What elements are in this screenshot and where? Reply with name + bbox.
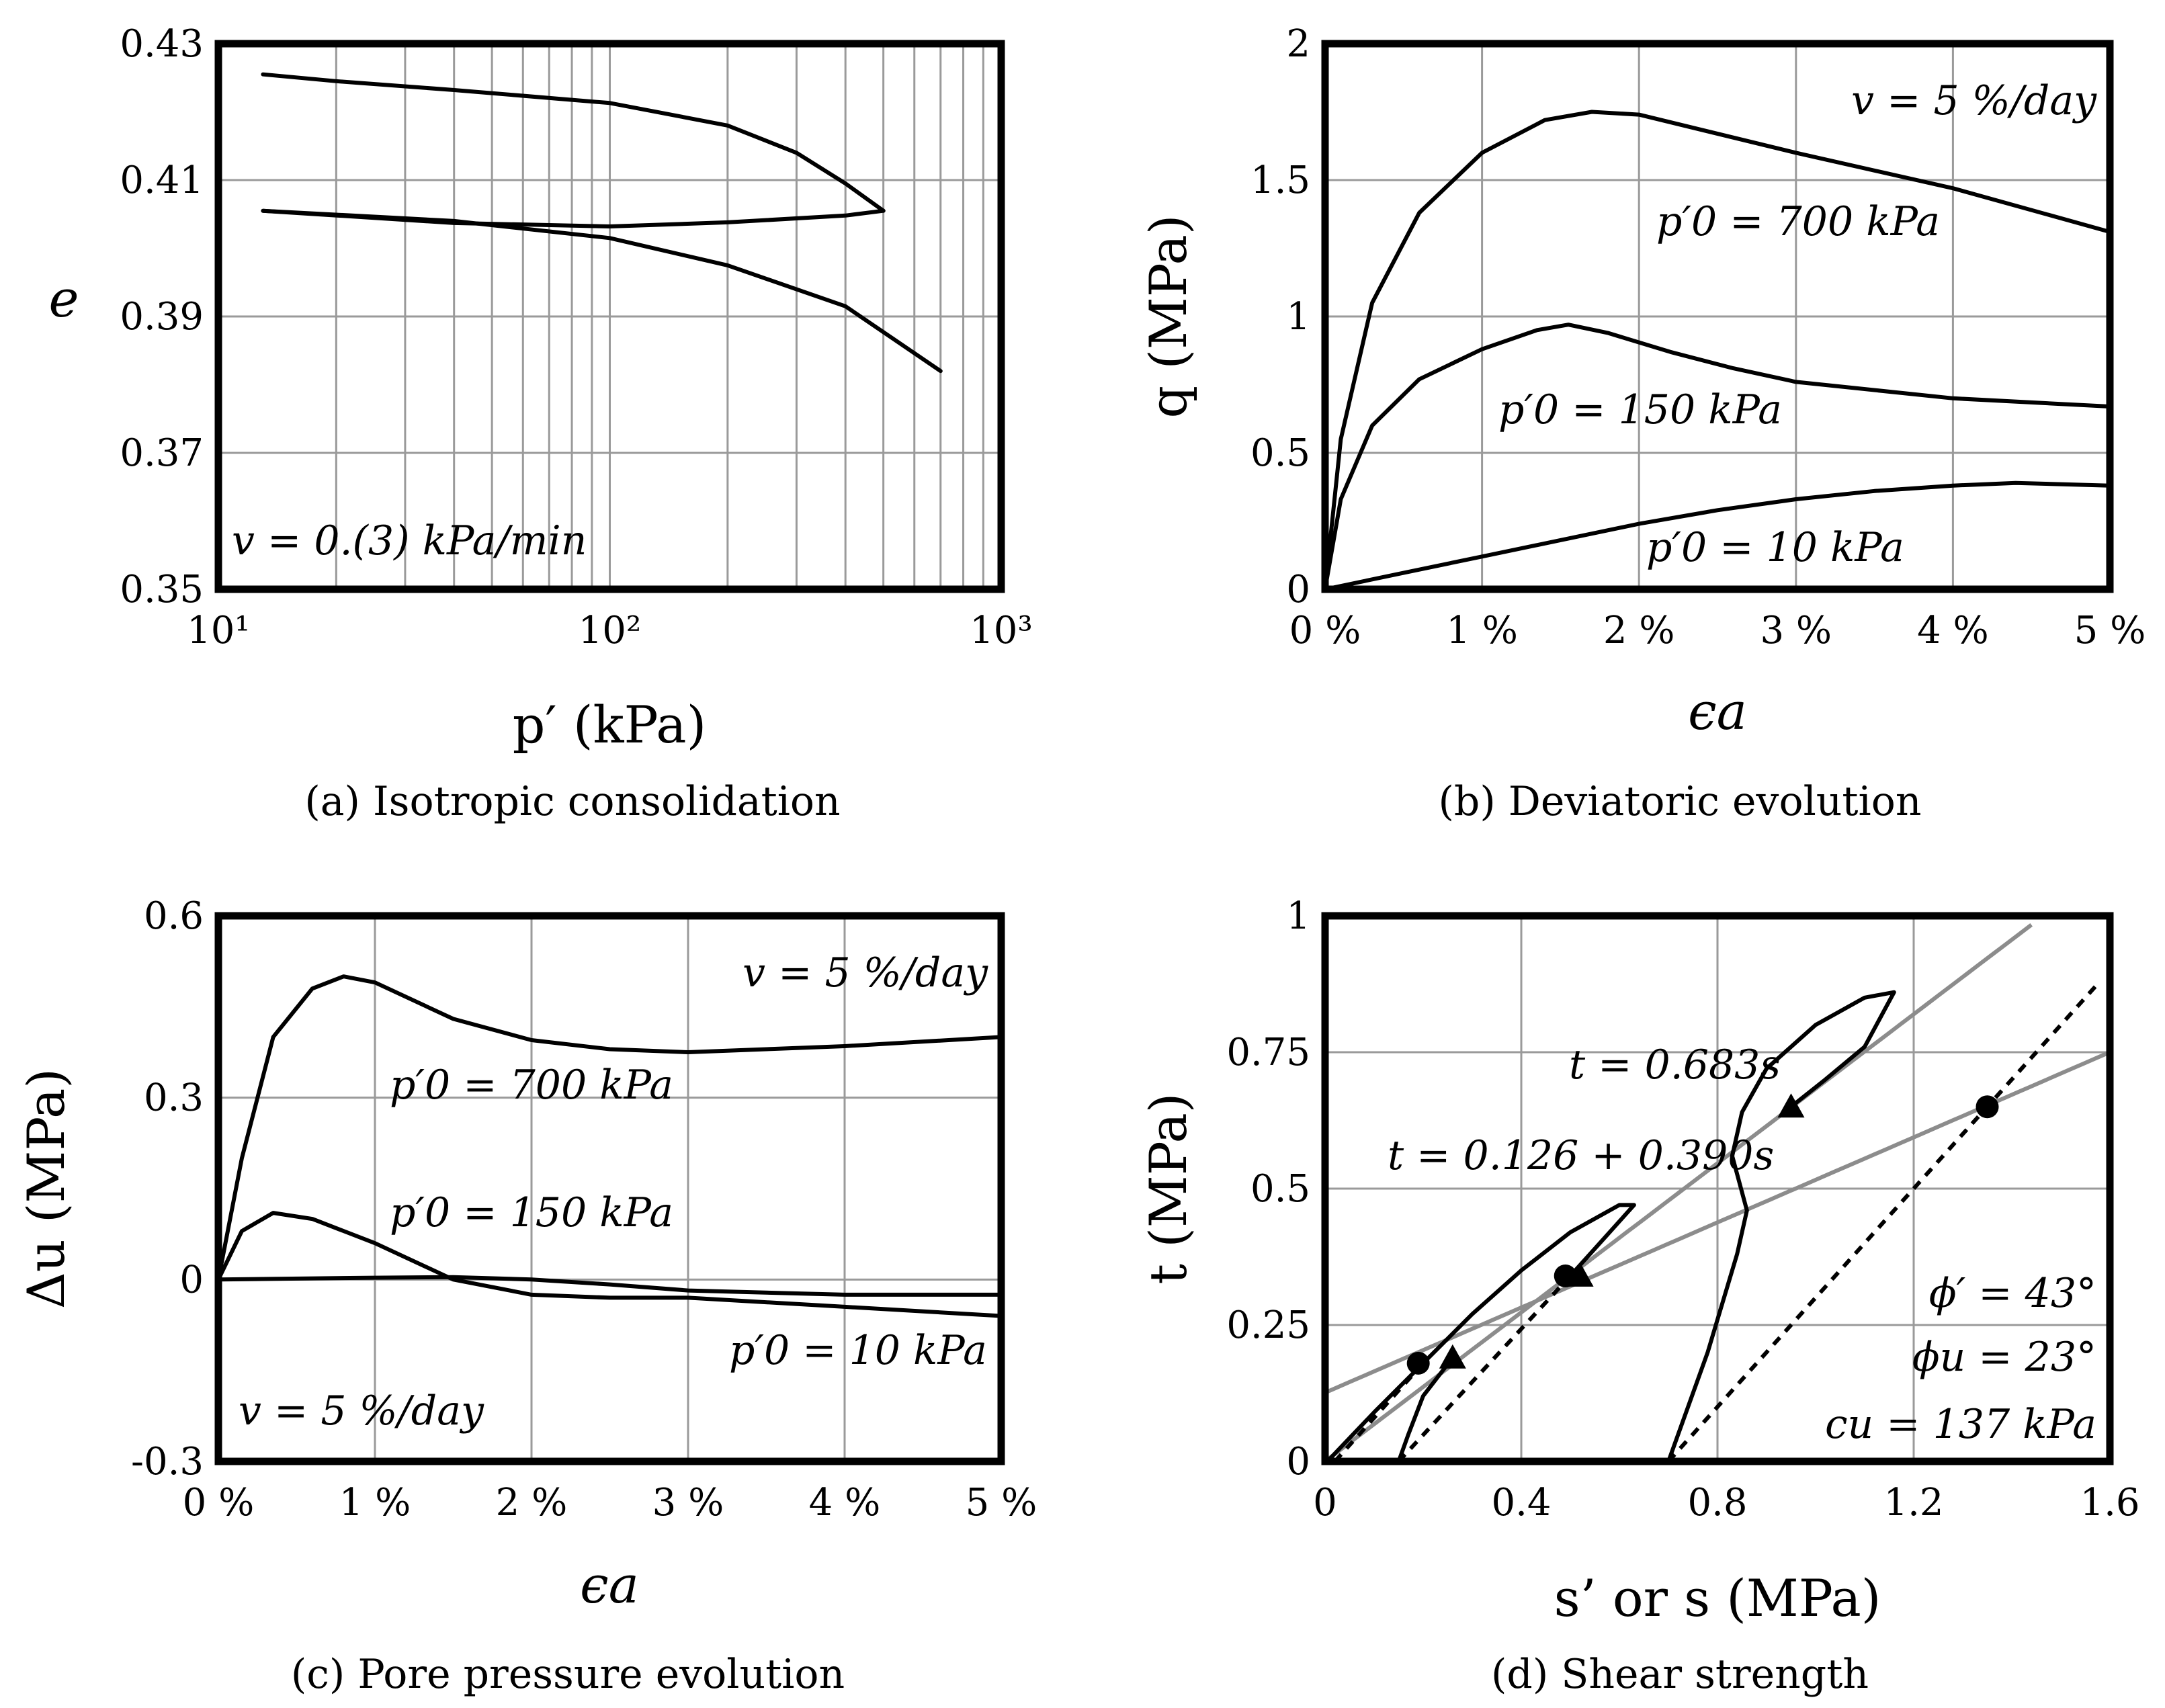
panel-a-isotropic-consolidation: 10¹ 10² 10³ 0.35 0.37 0.39 0.41 0.43 v = 0.(3) …: [49, 22, 1033, 825]
panel-d-y-tick-label: 1: [1286, 894, 1310, 938]
panel-b-y-axis-label: q (MPa): [1138, 215, 1198, 419]
panel-a-y-axis-label: e: [49, 269, 79, 329]
panel-b-x-axis-label: ϵa: [1688, 681, 1747, 741]
panel-a-caption: (a) Isotropic consolidation: [304, 778, 840, 825]
panel-d-caption: (d) Shear strength: [1491, 1651, 1869, 1698]
panel-a-frame: [214, 40, 1005, 593]
panel-c-x-tick-label: 3 %: [652, 1481, 724, 1525]
panel-b-x-tick-label: 2 %: [1603, 609, 1675, 652]
panel-d-series-line-4: [1397, 1274, 1572, 1463]
panel-d-x-tick-label: 0.4: [1491, 1481, 1551, 1525]
panel-c-series-line-0: [216, 974, 1003, 1282]
panel-d-series-line-1: [1396, 1355, 1455, 1463]
panel-d-phi-effective: ϕ′ = 43°: [1929, 1270, 2096, 1317]
panel-c-y-tick-label: 0.3: [144, 1076, 204, 1120]
panel-b-x-tick-label: 4 %: [1917, 609, 1989, 652]
panel-d-cu: cu = 137 kPa: [1825, 1401, 2096, 1448]
panel-c-pore-pressure-evolution: 0 % 1 % 2 % 3 % 4 % 5 % -0.3 0 0.3 0.6 v = 5 %/da…: [16, 894, 1037, 1698]
panel-c-y-tick-label: -0.3: [131, 1440, 204, 1484]
panel-b-series-line-0: [1323, 110, 2112, 591]
panel-c-series-line-1: [216, 1211, 1003, 1318]
panel-b-y-tick-label: 0: [1286, 568, 1310, 611]
panel-d-frame: [1321, 912, 2114, 1465]
panel-a-x-axis-label: p′ (kPa): [513, 695, 706, 755]
panel-b-x-tick-label: 5 %: [2074, 609, 2146, 652]
panel-b-y-tick-label: 1.5: [1250, 159, 1310, 202]
panel-d-x-tick-label: 1.2: [1883, 1481, 1943, 1525]
panel-d-shear-strength: 0 0.4 0.8 1.2 1.6 0 0.25 0.5 0.75 1 t = 0.683s′ t…: [1138, 894, 2140, 1698]
panel-c-series-line-2: [216, 1275, 1003, 1297]
panel-c-y-axis-label: Δu (MPa): [16, 1068, 76, 1309]
panel-d-y-tick-label: 0: [1286, 1440, 1310, 1484]
panel-c-series-label-700: p′0 = 700 kPa: [390, 1062, 673, 1109]
panel-a-y-tick-label: 0.35: [120, 568, 204, 611]
panel-a-series-line-0: [261, 72, 886, 213]
panel-c-series-label-10: p′0 = 10 kPa: [729, 1327, 987, 1374]
panel-c-rate-annotation-top: v = 5 %/day: [742, 949, 988, 996]
panel-c-x-tick-label: 4 %: [809, 1481, 881, 1525]
panel-c-x-tick-label: 5 %: [966, 1481, 1037, 1525]
panel-d-x-tick-label: 0: [1313, 1481, 1337, 1525]
panel-d-x-axis-label: s’ or s (MPa): [1554, 1568, 1881, 1628]
panel-d-y-tick-label: 0.75: [1226, 1031, 1310, 1074]
panel-b-y-tick-label: 1: [1286, 295, 1310, 339]
panel-b-series-line-1: [1323, 323, 2112, 591]
panel-a-x-tick-label: 10²: [579, 609, 642, 652]
panel-c-x-tick-label: 1 %: [339, 1481, 411, 1525]
panel-d-fit-label-effective: t = 0.683s′: [1569, 1041, 1790, 1088]
panel-c-y-tick-label: 0.6: [144, 894, 204, 938]
panel-d-circle-marker: [1406, 1351, 1430, 1375]
panel-a-rate-annotation: v = 0.(3) kPa/min: [232, 517, 587, 564]
panel-a-series-line-2: [261, 208, 943, 374]
panel-c-y-tick-label: 0: [179, 1258, 204, 1301]
panel-d-x-tick-label: 0.8: [1687, 1481, 1747, 1525]
panel-a-y-tick-label: 0.43: [120, 22, 204, 66]
panel-b-rate-annotation: v = 5 %/day: [1851, 77, 2097, 124]
panel-a-x-tick-label: 10¹: [187, 609, 250, 652]
panel-c-series-label-150: p′0 = 150 kPa: [390, 1189, 673, 1236]
panel-b-y-tick-label: 0.5: [1250, 431, 1310, 475]
panel-b-series-label-700: p′0 = 700 kPa: [1656, 198, 1940, 245]
panel-b-deviatoric-evolution: 0 % 1 % 2 % 3 % 4 % 5 %00.511.52 v = 5 %/day …: [1138, 22, 2146, 825]
panel-d-y-axis-label: t (MPa): [1138, 1093, 1198, 1285]
panel-d-series-line-3: [1333, 1361, 1425, 1463]
panel-d-series-line-0: [1328, 1203, 1636, 1461]
panel-a-y-tick-label: 0.39: [120, 295, 204, 339]
panel-d-series-line-5: [1666, 980, 2102, 1463]
panel-c-x-axis-label: ϵa: [580, 1555, 639, 1615]
panel-d-phi-undrained: ϕu = 23°: [1912, 1334, 2096, 1381]
panel-d-series-line-2: [1666, 990, 1896, 1463]
panel-d-triangle-marker: [1439, 1344, 1466, 1369]
panel-b-x-tick-label: 1 %: [1446, 609, 1518, 652]
panel-c-x-tick-label: 2 %: [496, 1481, 568, 1525]
panel-d-fit-label-total: t = 0.126 + 0.390s: [1388, 1132, 1774, 1179]
panel-d-triangle-marker: [1777, 1093, 1805, 1118]
panel-c-x-tick-label: 0 %: [183, 1481, 255, 1525]
panel-a-x-tick-label: 10³: [970, 609, 1033, 652]
panel-b-series-line-2: [1323, 480, 2112, 591]
panel-d-circle-marker: [1976, 1095, 1999, 1119]
panel-b-y-tick-label: 2: [1286, 22, 1310, 66]
panel-c-caption: (c) Pore pressure evolution: [291, 1651, 845, 1698]
panel-c-rate-annotation-bottom: v = 5 %/day: [239, 1387, 484, 1435]
panel-a-series-line-1: [261, 208, 886, 228]
panel-b-frame: [1321, 40, 2114, 593]
panel-d-y-tick-label: 0.5: [1250, 1167, 1310, 1211]
panel-b-series-label-10: p′0 = 10 kPa: [1646, 524, 1904, 571]
panel-b-x-tick-label: 0 %: [1289, 609, 1361, 652]
panel-d-triangle-marker: [1566, 1262, 1594, 1287]
panel-b-caption: (b) Deviatoric evolution: [1439, 778, 1922, 825]
panel-d-y-tick-label: 0.25: [1226, 1304, 1310, 1347]
panel-b-x-tick-label: 3 %: [1760, 609, 1832, 652]
panel-c-frame: [214, 912, 1005, 1465]
panel-d-fit-line: [1324, 923, 2033, 1463]
panel-a-y-tick-label: 0.37: [120, 431, 204, 475]
panel-b-series-label-150: p′0 = 150 kPa: [1498, 386, 1782, 433]
panel-a-y-tick-label: 0.41: [120, 159, 204, 202]
panel-d-x-tick-label: 1.6: [2080, 1481, 2139, 1525]
